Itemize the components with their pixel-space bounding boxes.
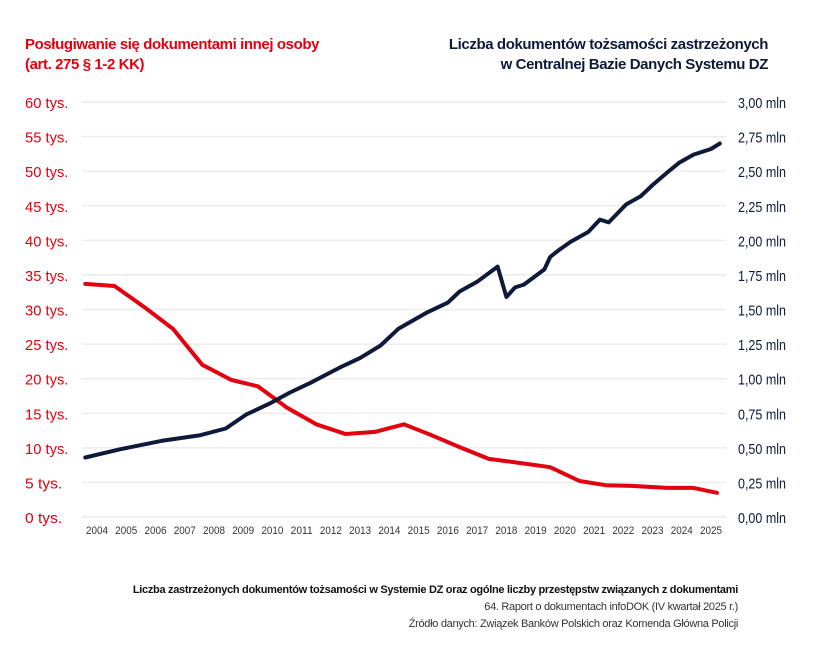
x-tick-label: 2011 <box>291 525 313 537</box>
x-tick-label: 2004 <box>86 525 108 537</box>
left-tick-label: 40 tys. <box>25 233 68 250</box>
right-tick-label: 1,50 mln <box>738 303 786 320</box>
x-tick-label: 2024 <box>671 525 693 537</box>
right-tick-label: 0,00 mln <box>738 510 786 527</box>
left-tick-label: 5 tys. <box>25 475 62 492</box>
footer-report: 64. Raport o dokumentach infoDOK (IV kwa… <box>484 601 738 613</box>
right-tick-label: 1,00 mln <box>738 372 786 389</box>
x-tick-label: 2021 <box>583 525 605 537</box>
series-line-right <box>83 141 722 460</box>
left-tick-label: 60 tys. <box>25 95 68 112</box>
x-tick-label: 2014 <box>378 525 400 537</box>
right-tick-label: 1,75 mln <box>738 268 786 285</box>
left-tick-label: 10 tys. <box>25 441 68 458</box>
left-tick-label: 30 tys. <box>25 303 68 320</box>
right-tick-label: 2,00 mln <box>738 233 786 250</box>
x-tick-label: 2015 <box>408 525 430 537</box>
right-tick-label: 0,25 mln <box>738 475 786 492</box>
x-tick-label: 2023 <box>642 525 664 537</box>
x-tick-label: 2020 <box>554 525 576 537</box>
x-tick-label: 2019 <box>525 525 547 537</box>
x-tick-label: 2005 <box>115 525 137 537</box>
x-tick-label: 2013 <box>349 525 371 537</box>
right-tick-label: 2,25 mln <box>738 199 786 216</box>
right-title-line2: w Centralnej Bazie Danych Systemu DZ <box>500 56 769 73</box>
left-tick-label: 20 tys. <box>25 372 68 389</box>
left-tick-label: 0 tys. <box>25 510 62 527</box>
right-tick-label: 1,25 mln <box>738 337 786 354</box>
left-tick-label: 50 tys. <box>25 164 68 181</box>
right-tick-label: 2,75 mln <box>738 130 786 147</box>
left-tick-label: 35 tys. <box>25 268 68 285</box>
x-tick-label: 2025 <box>700 525 722 537</box>
x-tick-label: 2009 <box>232 525 254 537</box>
right-tick-label: 0,75 mln <box>738 406 786 423</box>
right-tick-label: 3,00 mln <box>738 95 786 112</box>
x-tick-label: 2010 <box>261 525 283 537</box>
footer-source: Źródło danych: Związek Banków Polskich o… <box>408 618 739 630</box>
left-title-line2: (art. 275 § 1-2 KK) <box>25 56 145 73</box>
x-tick-label: 2022 <box>612 525 634 537</box>
x-tick-label: 2008 <box>203 525 225 537</box>
left-title-line1: Posługiwanie się dokumentami innej osoby <box>25 36 320 53</box>
left-tick-label: 25 tys. <box>25 337 68 354</box>
right-tick-label: 0,50 mln <box>738 441 786 458</box>
x-tick-label: 2007 <box>174 525 196 537</box>
right-axis-title: Liczba dokumentów tożsamości zastrzeżony… <box>448 35 769 75</box>
left-tick-label: 45 tys. <box>25 199 68 216</box>
x-tick-label: 2012 <box>320 525 342 537</box>
right-title-line1: Liczba dokumentów tożsamości zastrzeżony… <box>448 36 769 53</box>
footer-title: Liczba zastrzeżonych dokumentów tożsamoś… <box>132 584 738 596</box>
x-tick-label: 2017 <box>466 525 488 537</box>
series-line-left <box>83 281 719 495</box>
x-tick-label: 2006 <box>144 525 166 537</box>
right-tick-label: 2,50 mln <box>738 164 786 181</box>
x-tick-label: 2018 <box>495 525 517 537</box>
left-axis-title: Posługiwanie się dokumentami innej osoby… <box>25 35 319 75</box>
left-tick-label: 15 tys. <box>25 406 68 423</box>
left-tick-label: 55 tys. <box>25 130 68 147</box>
x-tick-label: 2016 <box>437 525 459 537</box>
